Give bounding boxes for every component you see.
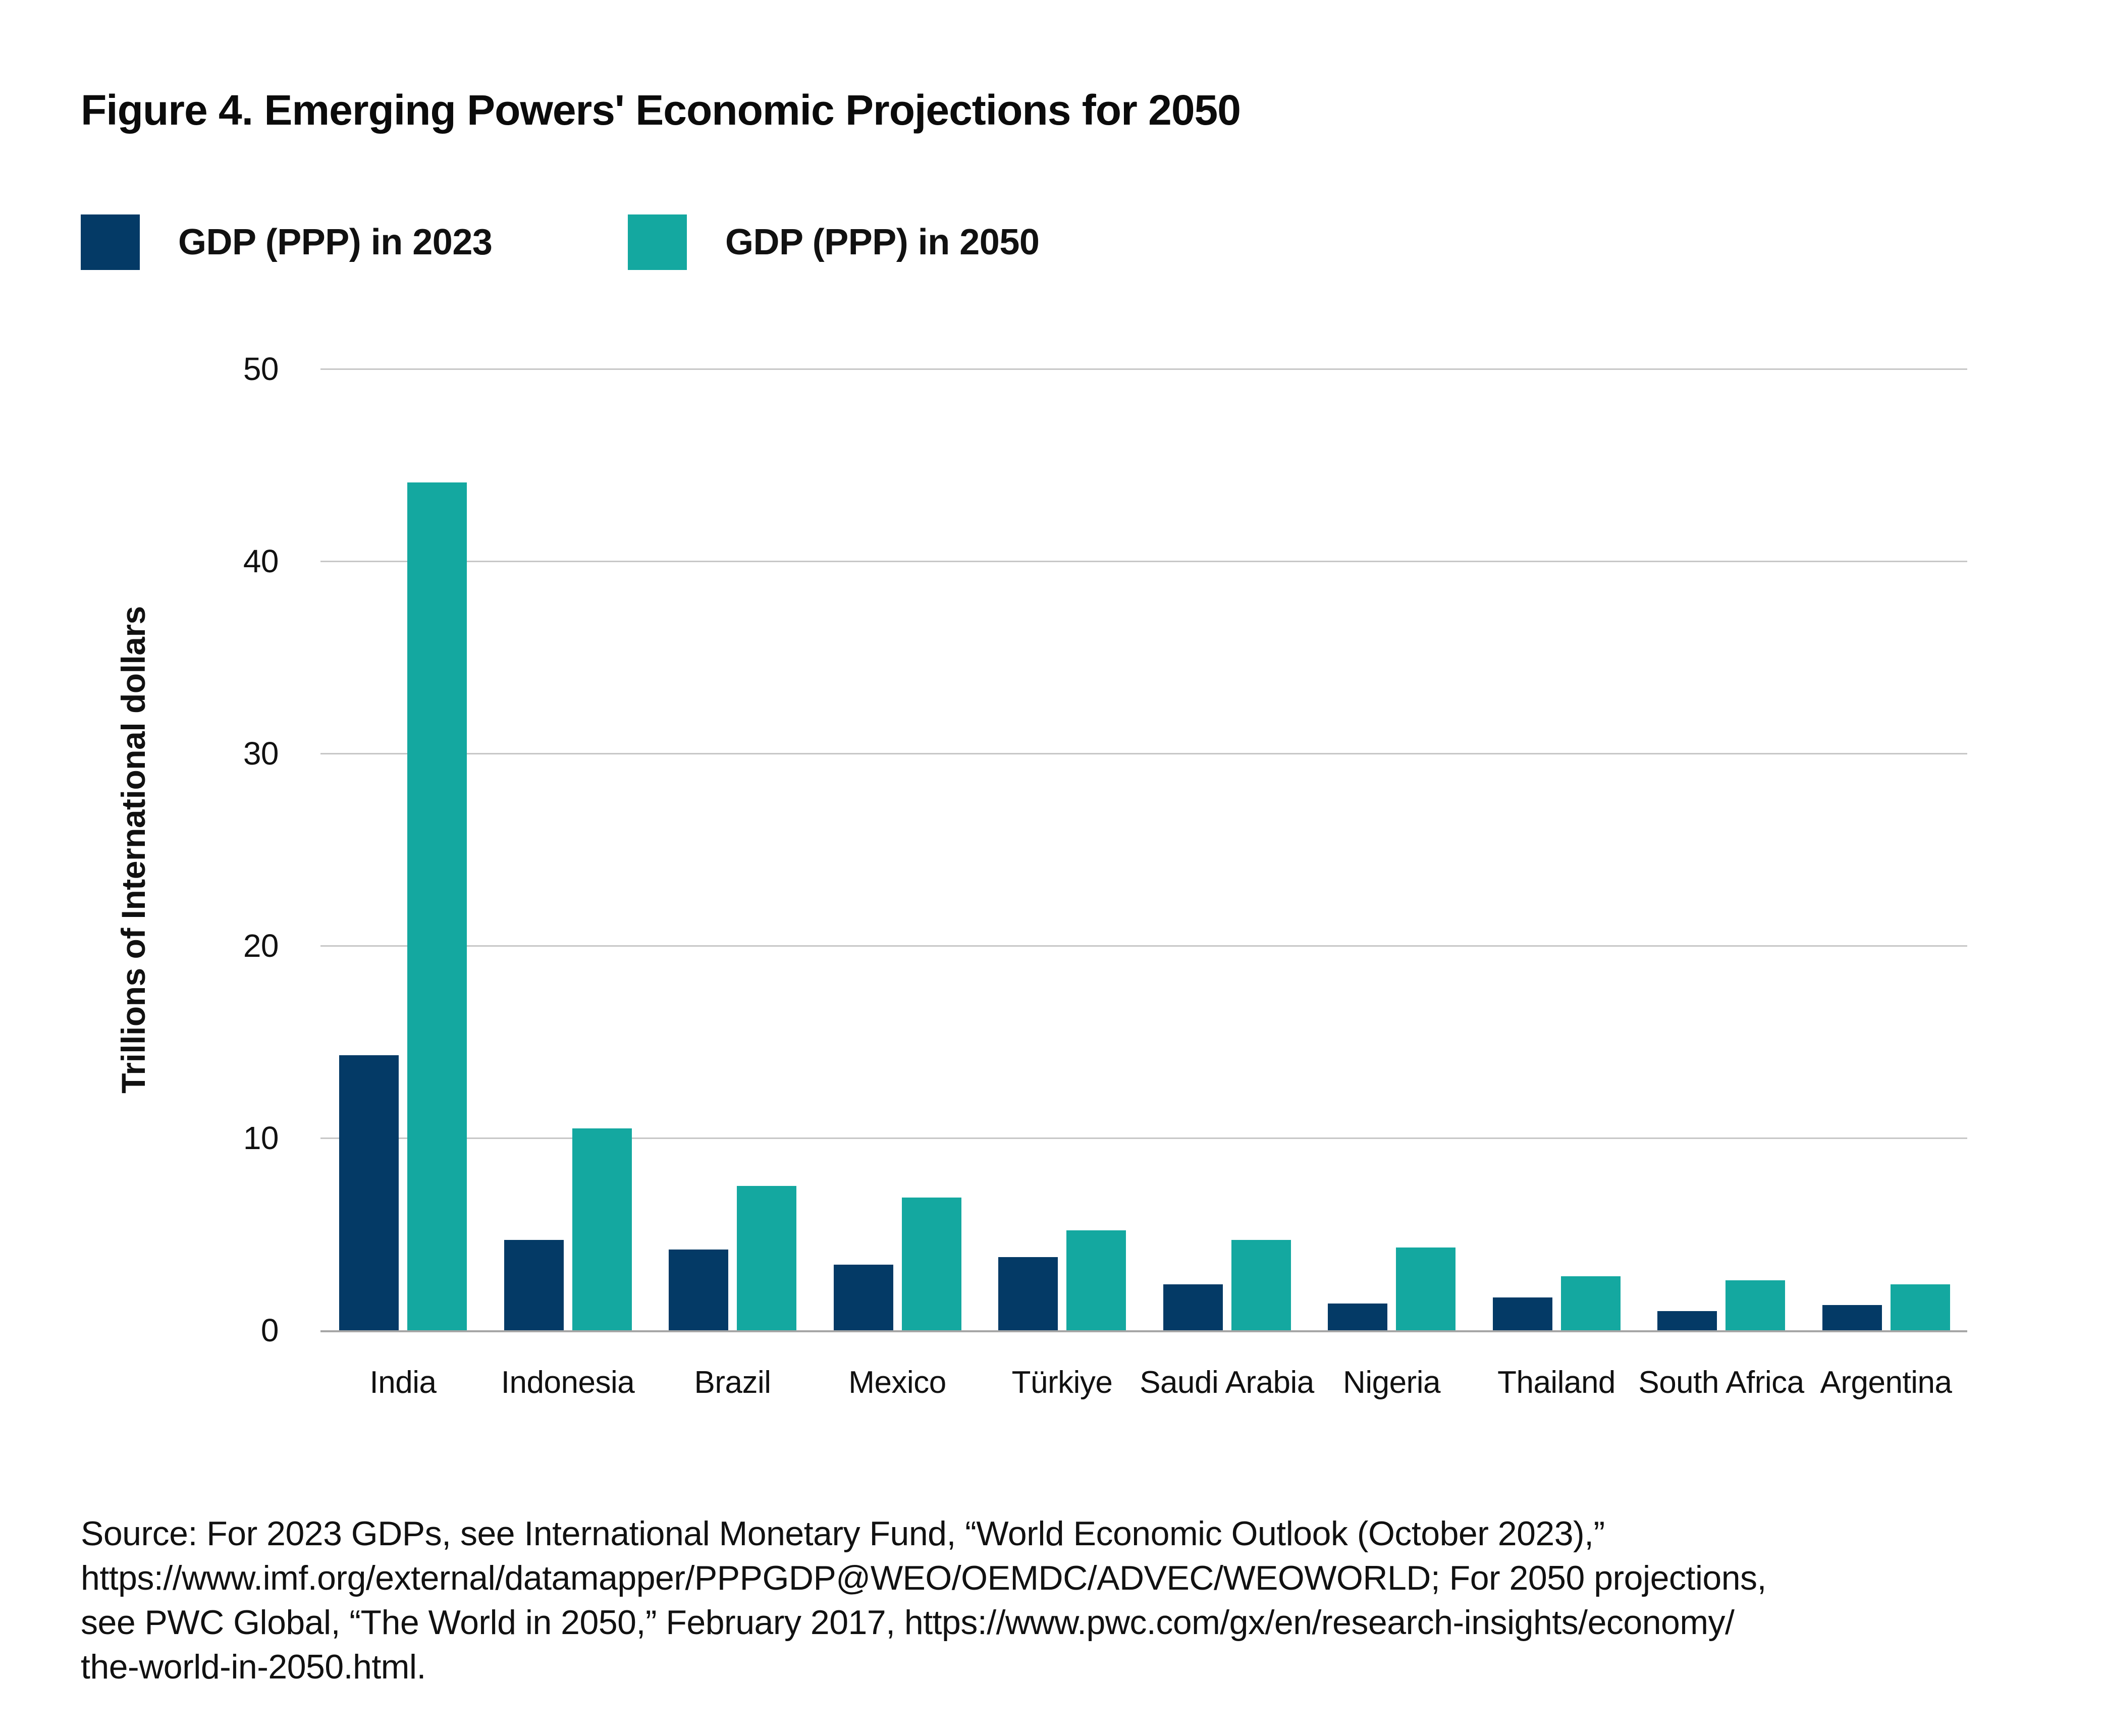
y-tick-30: 30 — [243, 735, 279, 772]
figure-title: Figure 4. Emerging Powers' Economic Proj… — [81, 86, 1241, 134]
source-line-2: https://www.imf.org/external/datamapper/… — [81, 1559, 1766, 1597]
x-label-indonesia: Indonesia — [501, 1365, 635, 1400]
chart-legend: GDP (PPP) in 2023 GDP (PPP) in 2050 — [0, 214, 2103, 270]
bar-2050-south-africa — [1725, 1280, 1785, 1330]
legend-swatch-2023 — [81, 214, 140, 270]
source-line-4: the-world-in-2050.html. — [81, 1648, 426, 1686]
gridline-20 — [320, 945, 1967, 947]
x-label-argentina: Argentina — [1820, 1365, 1952, 1400]
bar-2023-nigeria — [1328, 1304, 1387, 1330]
legend-swatch-2050 — [628, 214, 687, 270]
gridline-10 — [320, 1137, 1967, 1139]
bar-2050-nigeria — [1396, 1247, 1455, 1330]
y-tick-0: 0 — [260, 1312, 279, 1348]
gridline-50 — [320, 368, 1967, 370]
y-tick-40: 40 — [243, 543, 279, 579]
gridline-30 — [320, 753, 1967, 754]
bar-2050-brazil — [737, 1186, 796, 1330]
plot-area — [320, 368, 1967, 1332]
bar-2050-thailand — [1560, 1276, 1621, 1330]
bar-2023-thailand — [1492, 1297, 1552, 1330]
bar-2023-mexico — [833, 1265, 893, 1330]
bar-2050-india — [407, 482, 467, 1330]
x-label-brazil: Brazil — [694, 1365, 771, 1400]
bar-2023-indonesia — [504, 1240, 564, 1330]
y-tick-10: 10 — [243, 1120, 279, 1156]
bar-2023-türkiye — [998, 1257, 1058, 1330]
bar-2023-brazil — [669, 1250, 728, 1330]
bar-2050-argentina — [1890, 1284, 1950, 1330]
bar-2050-saudi-arabia — [1231, 1240, 1291, 1330]
bar-2023-saudi-arabia — [1163, 1284, 1223, 1330]
x-label-türkiye: Türkiye — [1011, 1365, 1113, 1400]
legend-item-2050: GDP (PPP) in 2050 — [628, 214, 1040, 270]
x-label-india: India — [369, 1365, 437, 1400]
y-tick-50: 50 — [243, 351, 279, 387]
x-label-saudi-arabia: Saudi Arabia — [1140, 1365, 1314, 1400]
y-tick-20: 20 — [243, 928, 279, 964]
bar-2023-south-africa — [1657, 1311, 1717, 1330]
legend-item-2023: GDP (PPP) in 2023 — [81, 214, 493, 270]
bar-2023-argentina — [1822, 1305, 1882, 1330]
x-label-mexico: Mexico — [848, 1365, 946, 1400]
x-label-thailand: Thailand — [1497, 1365, 1615, 1400]
y-axis-title: Trillions of International dollars — [115, 606, 152, 1094]
gridline-40 — [320, 561, 1967, 562]
source-line-1: Source: For 2023 GDPs, see International… — [81, 1514, 1605, 1553]
legend-label-2050: GDP (PPP) in 2050 — [725, 222, 1040, 262]
bar-2050-mexico — [901, 1198, 961, 1330]
source-line-3: see PWC Global, “The World in 2050,” Feb… — [81, 1603, 1735, 1642]
legend-label-2023: GDP (PPP) in 2023 — [178, 222, 493, 262]
bar-2050-türkiye — [1066, 1230, 1126, 1330]
bar-2050-indonesia — [572, 1128, 632, 1330]
x-label-south-africa: South Africa — [1638, 1365, 1804, 1400]
bar-2023-india — [339, 1055, 399, 1330]
x-label-nigeria: Nigeria — [1343, 1365, 1440, 1400]
source-note: Source: For 2023 GDPs, see International… — [81, 1511, 1766, 1689]
